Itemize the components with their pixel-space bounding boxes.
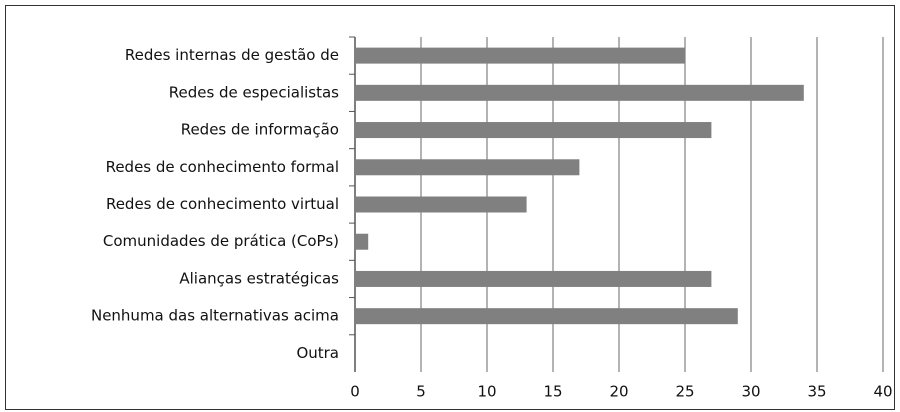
y-tick-label: Redes de conhecimento formal (106, 158, 339, 176)
y-tick-label: Nenhuma das alternativas acima (91, 307, 339, 325)
y-tick-label: Redes de informação (181, 121, 339, 139)
x-tick-label: 30 (741, 383, 760, 401)
y-tick-label: Alianças estratégicas (179, 269, 339, 287)
bar (355, 159, 580, 176)
bar (355, 84, 804, 101)
x-tick-label: 40 (873, 383, 892, 401)
x-tick-label: 0 (350, 383, 360, 401)
bar (355, 233, 369, 250)
x-tick-label: 5 (416, 383, 426, 401)
x-tick-label: 35 (807, 383, 826, 401)
y-tick-label: Outra (296, 344, 339, 362)
x-tick-label: 10 (477, 383, 496, 401)
bar (355, 47, 685, 64)
bar (355, 122, 712, 139)
y-tick-label: Comunidades de prática (CoPs) (103, 232, 339, 250)
y-tick-label: Redes de especialistas (169, 83, 339, 101)
bar (355, 270, 712, 287)
bar (355, 196, 527, 213)
x-tick-label: 15 (543, 383, 562, 401)
chart-frame (5, 5, 895, 410)
y-tick-label: Redes internas de gestão de (125, 46, 339, 64)
y-tick-label: Redes de conhecimento virtual (106, 195, 339, 213)
x-tick-label: 20 (609, 383, 628, 401)
x-tick-label: 25 (675, 383, 694, 401)
bar (355, 308, 738, 325)
